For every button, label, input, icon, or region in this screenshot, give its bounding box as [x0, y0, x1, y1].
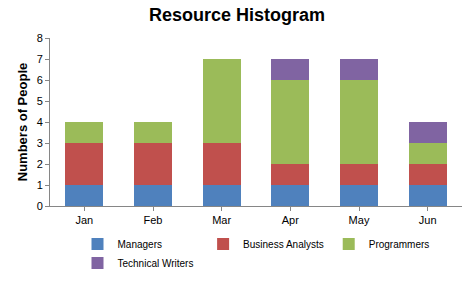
svg-text:Programmers: Programmers [369, 239, 430, 250]
svg-text:0: 0 [37, 200, 43, 212]
svg-text:Apr: Apr [282, 214, 299, 226]
svg-text:7: 7 [37, 53, 43, 65]
svg-text:Jan: Jan [75, 214, 93, 226]
svg-text:Managers: Managers [118, 239, 162, 250]
svg-text:1: 1 [37, 179, 43, 191]
svg-text:Numbers of People: Numbers of People [15, 63, 30, 181]
svg-text:2: 2 [37, 158, 43, 170]
svg-text:Feb: Feb [144, 214, 163, 226]
svg-text:4: 4 [37, 116, 43, 128]
svg-text:Business Analysts: Business Analysts [243, 239, 324, 250]
svg-text:Mar: Mar [212, 214, 231, 226]
svg-text:Jun: Jun [419, 214, 437, 226]
svg-text:3: 3 [37, 137, 43, 149]
svg-text:6: 6 [37, 74, 43, 86]
svg-text:5: 5 [37, 95, 43, 107]
svg-text:Technical Writers: Technical Writers [118, 258, 194, 269]
svg-text:May: May [349, 214, 370, 226]
svg-text:8: 8 [37, 32, 43, 44]
svg-text:Resource Histogram: Resource Histogram [149, 5, 325, 25]
